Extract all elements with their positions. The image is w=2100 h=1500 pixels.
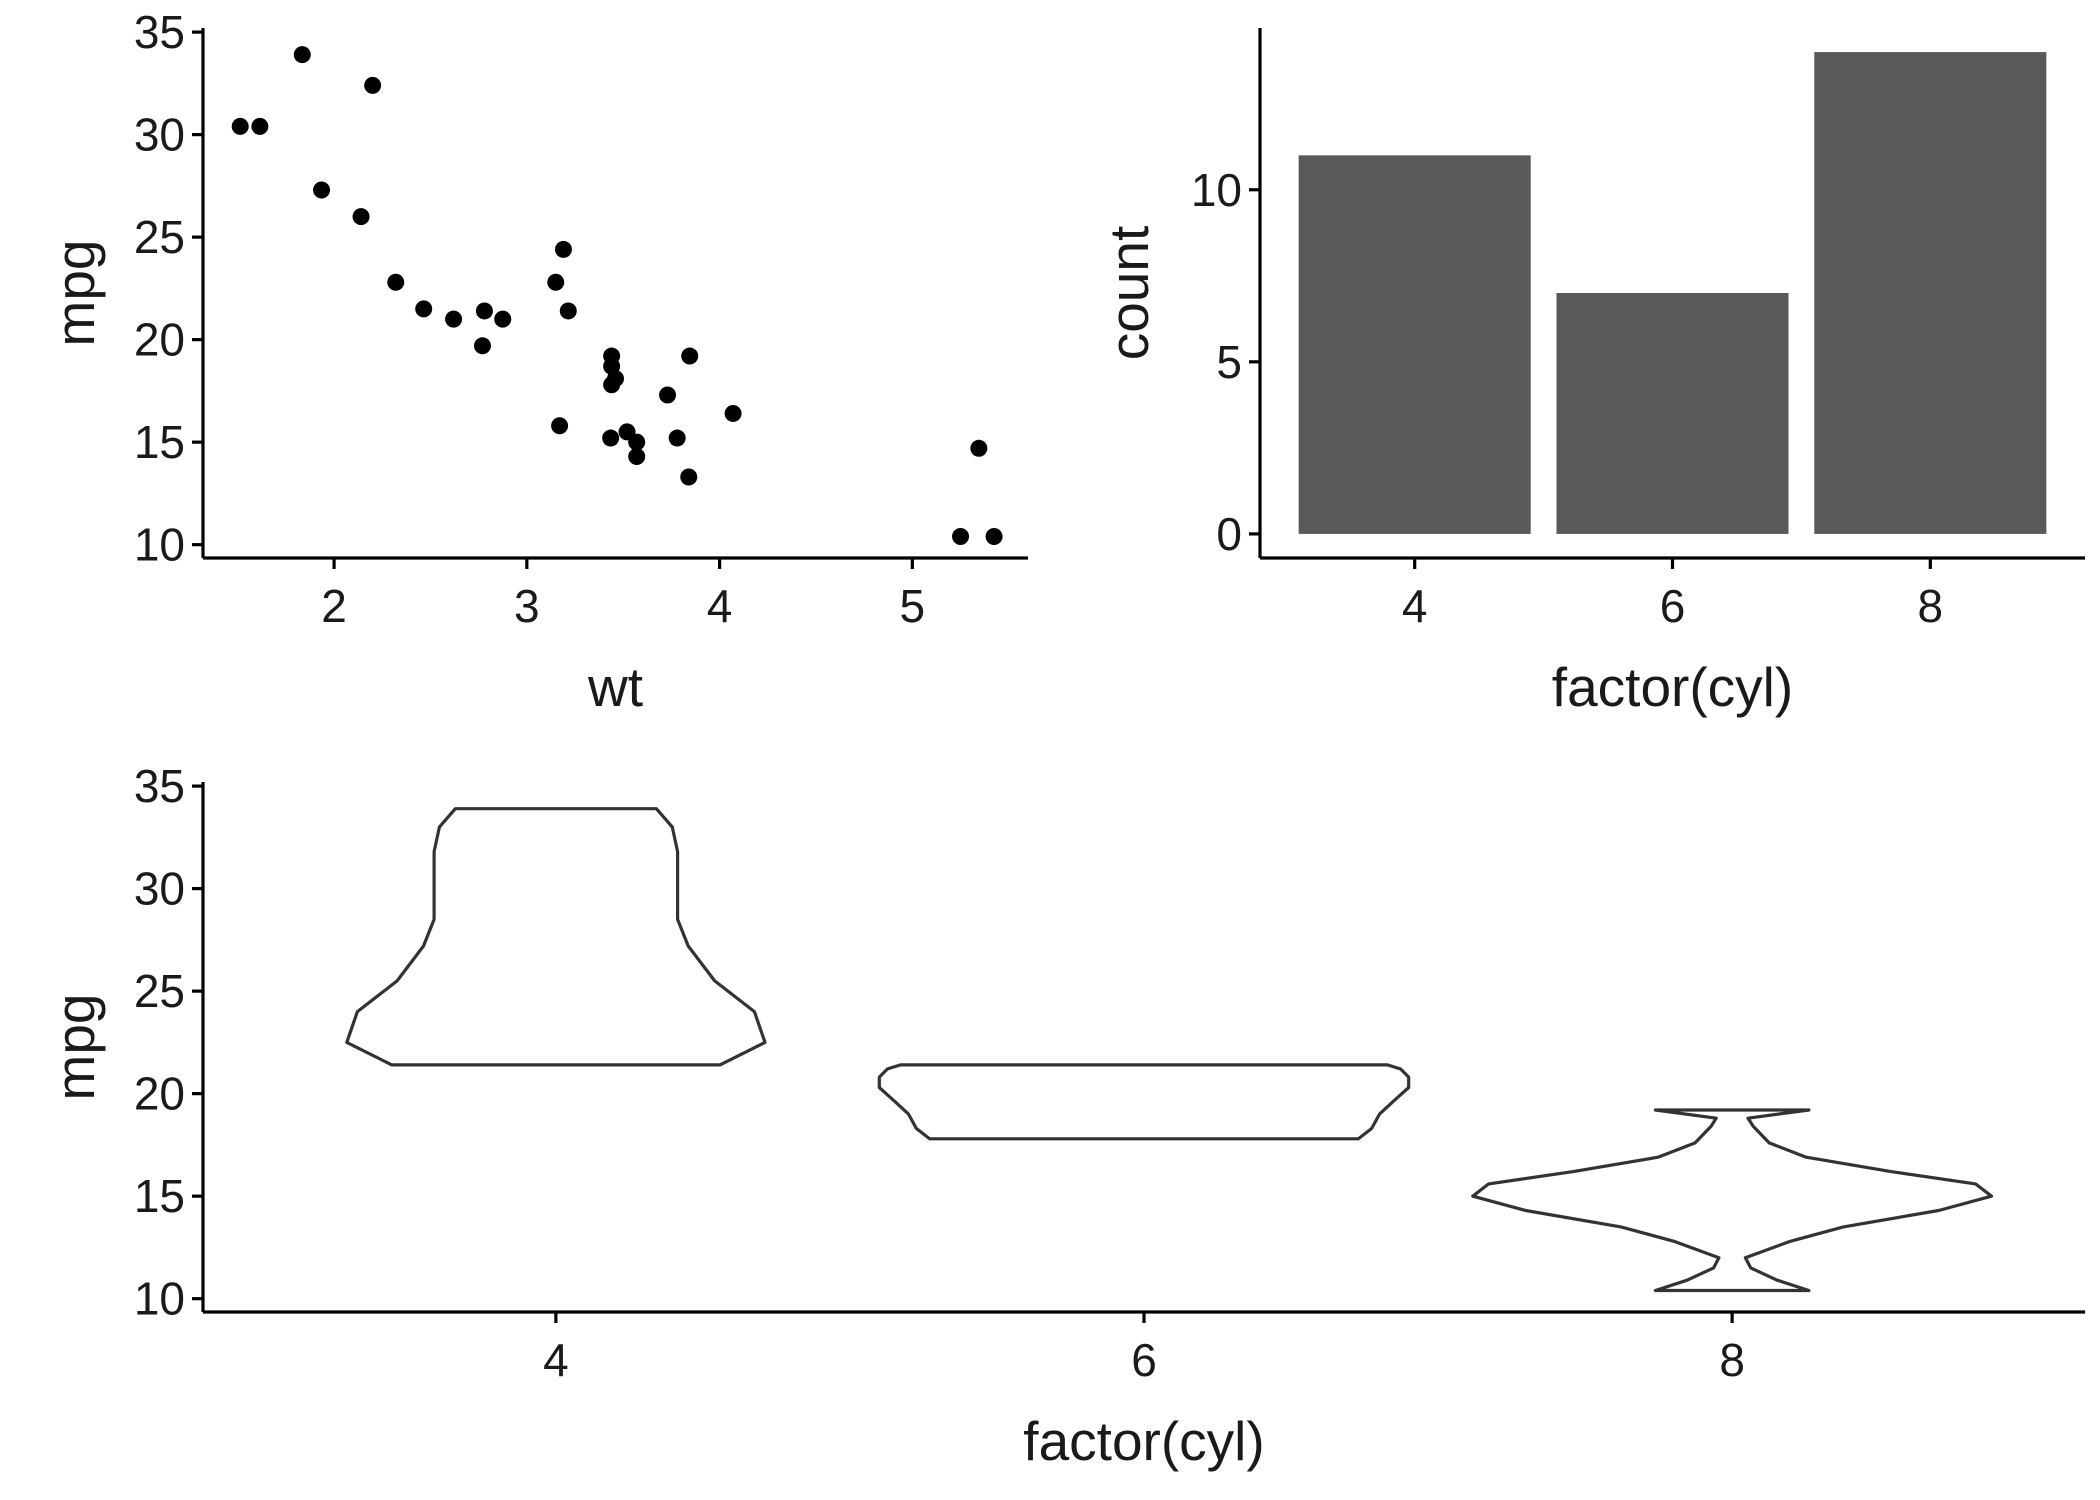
data-point [251,117,269,135]
data-point [952,527,970,545]
data-point [724,404,742,422]
data-point [628,433,646,451]
y-axis-title: mpg [44,240,106,347]
data-point [473,337,491,355]
data-point [985,527,1003,545]
x-tick-label: 6 [1131,1334,1157,1386]
data-point [547,273,565,291]
y-tick-label: 20 [134,1068,185,1120]
y-tick-label: 30 [134,109,185,161]
violin-cyl-6 [877,1063,1411,1141]
data-point [293,46,311,64]
x-axis-title: factor(cyl) [1023,1410,1264,1472]
data-point [352,208,370,226]
data-point [668,429,686,447]
data-point [554,240,572,258]
x-axis-title: factor(cyl) [1552,656,1793,718]
data-point [364,76,382,94]
x-tick-label: 5 [900,580,926,632]
x-axis-title: wt [587,656,643,718]
y-tick-label: 30 [134,863,185,915]
x-tick-label: 8 [1719,1334,1745,1386]
x-tick-label: 4 [1402,580,1428,632]
data-point [607,370,624,388]
x-tick-label: 4 [707,580,733,632]
y-axis-title: mpg [44,994,106,1101]
bar-cyl-4 [1298,155,1531,534]
violin-plot-cyl-mpg: 10 15 20 25 30 35 4 6 8 factor(cyl) mpg [44,760,2085,1472]
y-axis-title: count [1098,226,1160,361]
data-point [387,273,405,291]
scatter-plot-wt-vs-mpg: 10 15 20 25 30 35 2 3 4 5 wt mpg [44,6,1028,718]
data-point [559,302,577,320]
y-tick-label: 10 [134,519,185,571]
bar-cyl-8 [1814,52,2047,534]
x-tick-label: 3 [514,580,540,632]
y-tick-label: 15 [134,1170,185,1222]
violin-cyl-4 [345,807,767,1067]
y-tick-label: 25 [134,211,185,263]
data-point [970,439,988,457]
x-tick-label: 4 [543,1334,569,1386]
y-tick-label: 25 [134,965,185,1017]
y-tick-label: 35 [134,760,185,812]
x-tick-label: 2 [321,580,347,632]
y-tick-label: 0 [1216,508,1242,560]
y-tick-label: 15 [134,416,185,468]
data-point [231,117,249,135]
data-point [494,310,512,328]
x-tick-label: 8 [1918,580,1944,632]
bar-chart-cyl-count: 0 5 10 4 6 8 factor(cyl) count [1098,28,2085,718]
data-point [603,347,621,365]
data-point [415,300,433,318]
data-point [628,448,646,466]
data-point [659,386,677,404]
y-tick-label: 35 [134,6,185,58]
y-tick-label: 5 [1216,336,1242,388]
data-point [551,417,569,435]
violin-cyl-8 [1471,1108,1994,1293]
data-point [445,310,463,328]
data-point [680,468,698,486]
y-tick-label: 10 [1191,164,1242,216]
data-point [475,302,493,320]
data-point [602,429,620,447]
data-point [681,347,699,365]
y-tick-label: 20 [134,314,185,366]
y-tick-label: 10 [134,1273,185,1325]
x-tick-label: 6 [1660,580,1686,632]
bar-cyl-6 [1556,293,1789,534]
data-point [313,181,331,199]
